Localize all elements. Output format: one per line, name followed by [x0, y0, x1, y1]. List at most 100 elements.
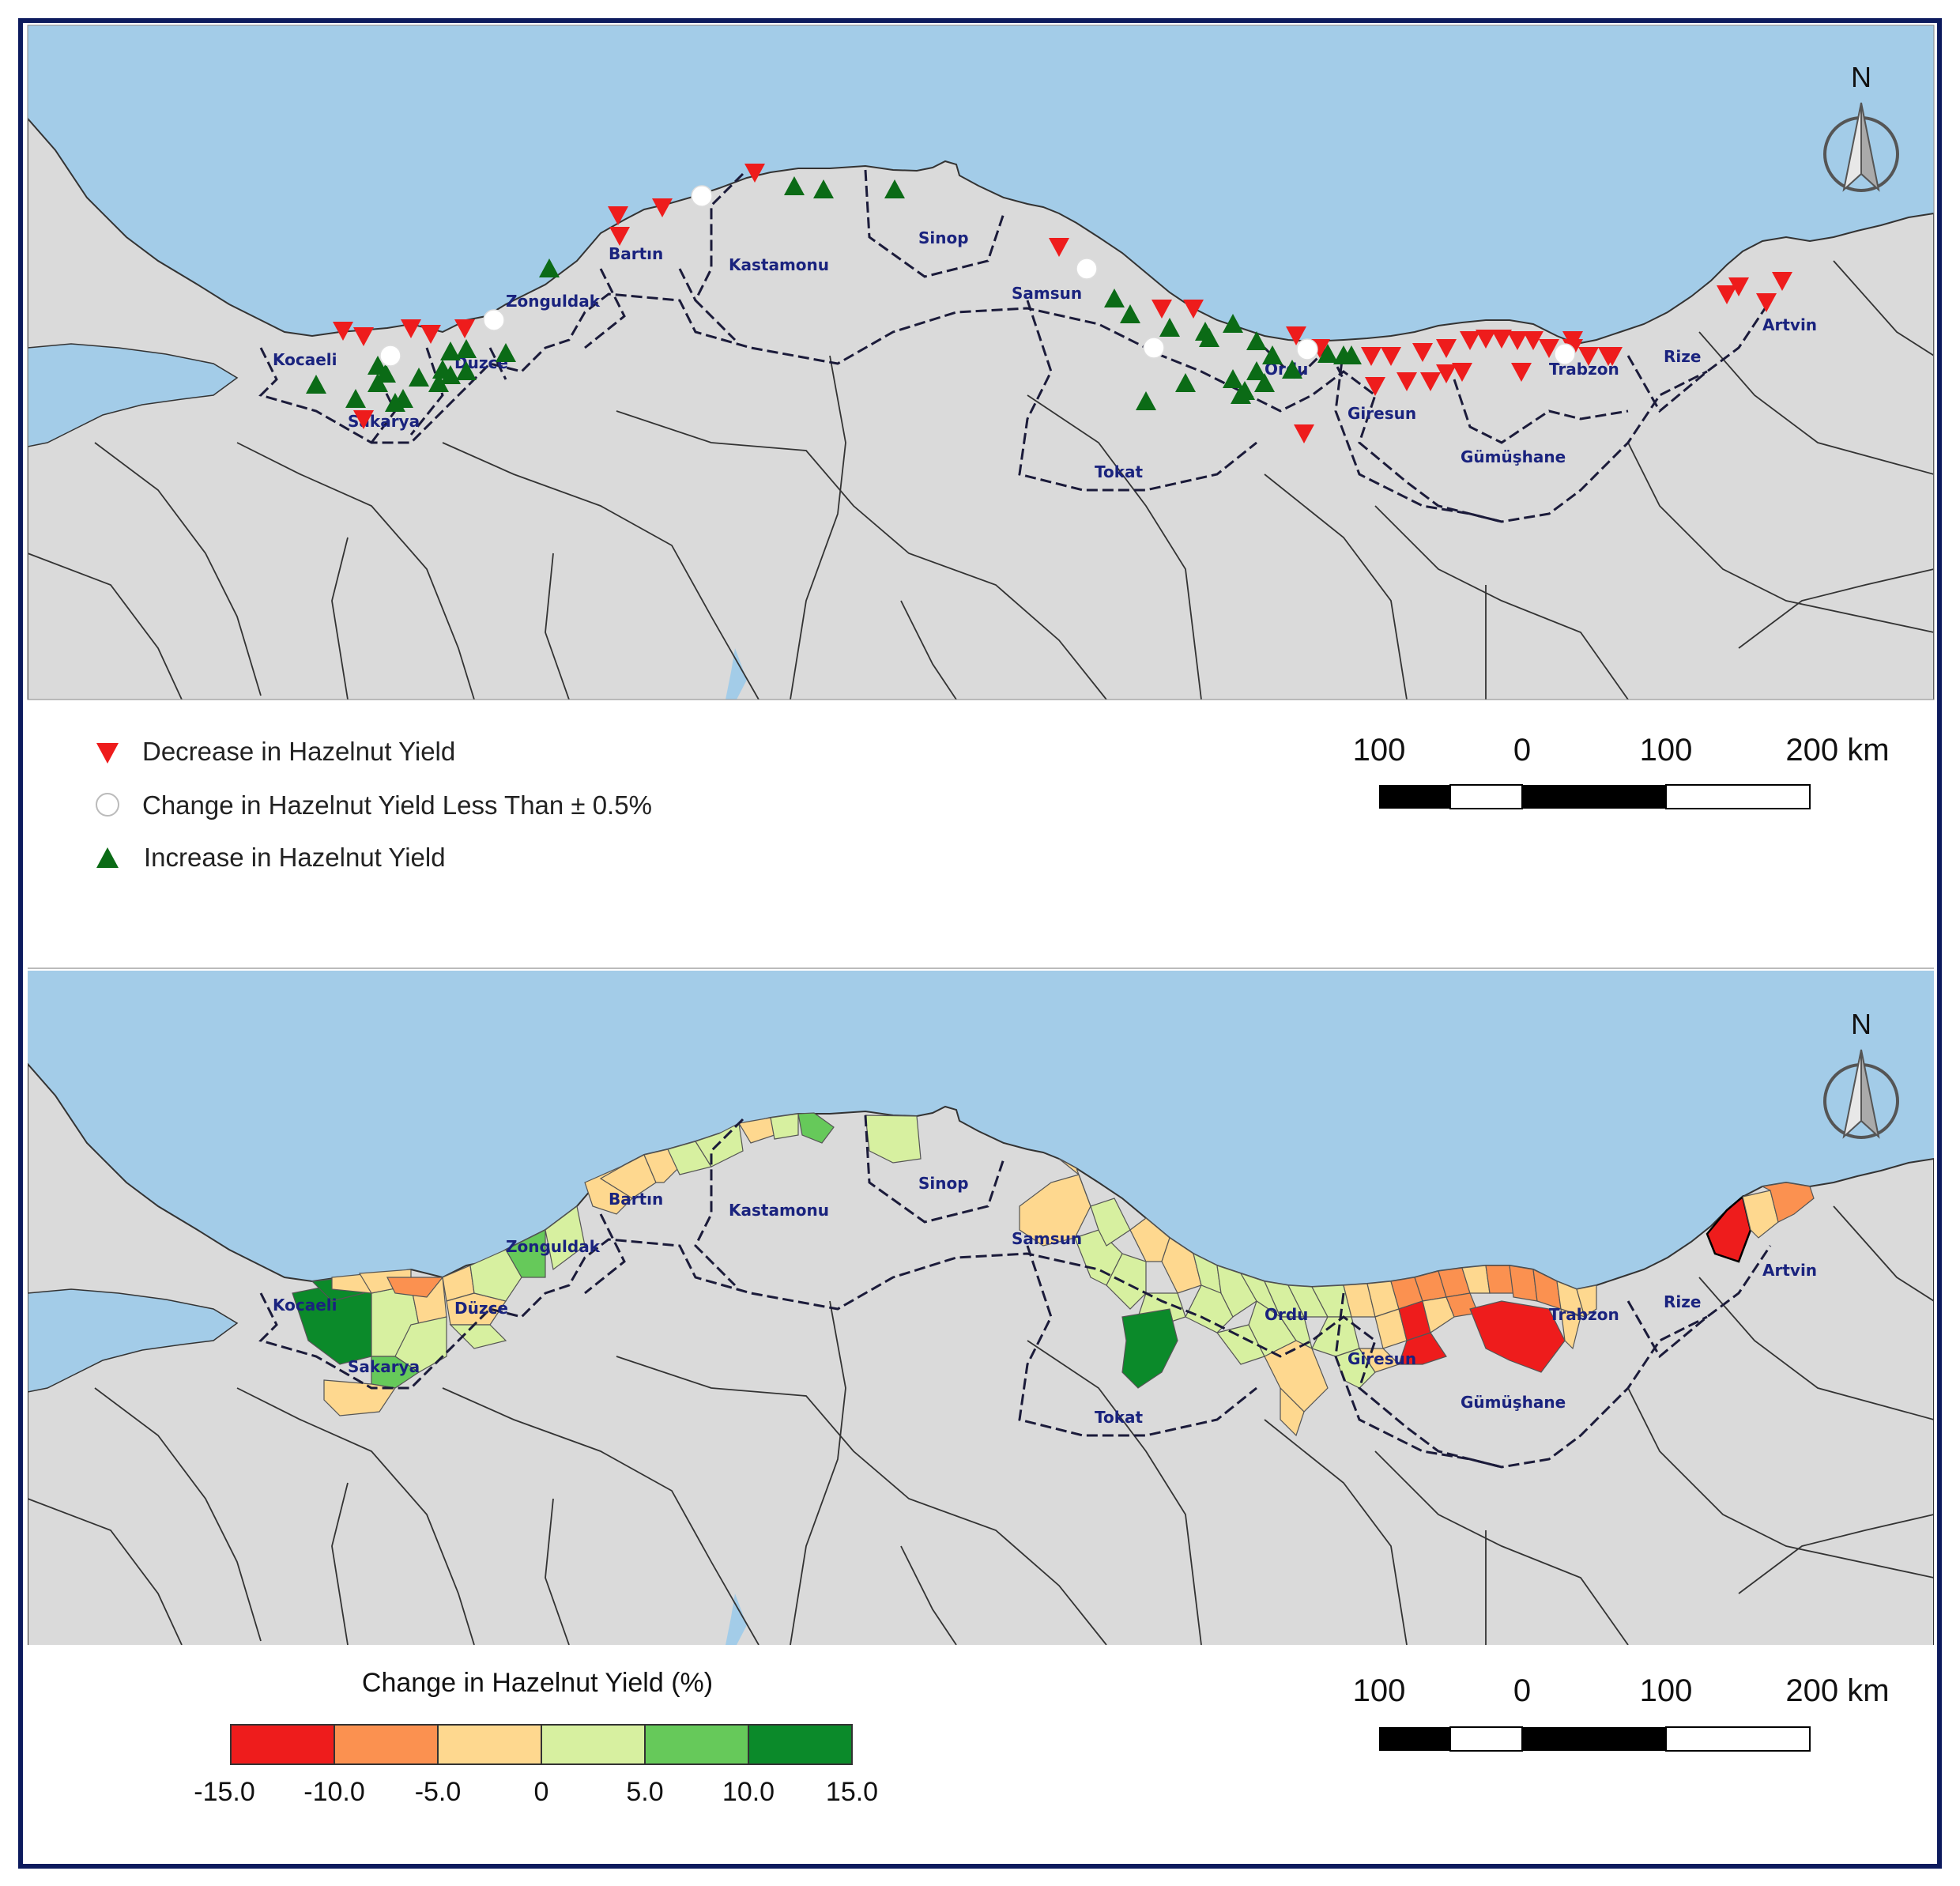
label-giresun: Giresun: [1348, 1349, 1416, 1368]
scale-label-0: 0: [1513, 733, 1531, 768]
label-zonguldak: Zonguldak: [506, 1237, 601, 1256]
colorbar-ticks: -15.0 -10.0 -5.0 0 5.0 10.0 15.0: [194, 1777, 878, 1807]
decrease-marker: [333, 322, 353, 341]
admin-borders: [28, 1205, 1934, 1645]
legend-stable-label: Change in Hazelnut Yield Less Than ± 0.5…: [142, 790, 652, 820]
colorbar-swatch: [541, 1724, 646, 1765]
colorbar-swatch: [334, 1724, 439, 1765]
decrease-marker: [1436, 364, 1457, 383]
label-bartin: Bartın: [609, 1190, 663, 1209]
decrease-marker: [1756, 293, 1777, 312]
decrease-marker: [1436, 339, 1457, 358]
decrease-marker: [1539, 339, 1559, 358]
colorbar-tick-label: 5.0: [626, 1777, 663, 1807]
north-arrow-icon: N: [1823, 1008, 1899, 1139]
lake: [726, 648, 747, 700]
increase-marker: [1223, 314, 1243, 333]
decrease-marker: [1460, 331, 1480, 350]
admin-borders: [28, 260, 1934, 700]
decrease-marker: [1452, 363, 1472, 382]
label-tokat: Tokat: [1095, 462, 1144, 481]
increase-marker: [1246, 331, 1267, 350]
colorbar-title: Change in Hazelnut Yield (%): [362, 1668, 713, 1698]
decrease-marker: [1772, 272, 1792, 291]
increase-marker: [1282, 360, 1302, 379]
decrease-marker: [1476, 330, 1496, 349]
decrease-marker: [1507, 331, 1528, 350]
province-labels: Kocaeli Sakarya Düzce Zonguldak Bartın K…: [273, 1174, 1817, 1427]
colorbar-tick-label: 15.0: [826, 1777, 878, 1807]
decrease-marker: [1578, 347, 1599, 366]
decrease-marker: [1294, 424, 1314, 443]
increase-marker: [1199, 328, 1219, 347]
scale-bar-bottom: 100 0 100 200 km: [1353, 1673, 1890, 1752]
increase-marker: [345, 389, 366, 408]
label-sakarya: Sakarya: [348, 1357, 420, 1376]
yield-markers: [306, 164, 1792, 443]
decrease-marker: [1598, 347, 1619, 366]
increase-marker: [813, 179, 834, 198]
increase-marker: [1120, 304, 1140, 323]
label-artvin: Artvin: [1762, 315, 1817, 334]
legend-increase-label: Increase in Hazelnut Yield: [144, 843, 446, 872]
decrease-marker: [1491, 330, 1512, 349]
decrease-marker: [1523, 331, 1544, 350]
increase-marker: [1136, 391, 1156, 410]
increase-marker: [884, 179, 905, 198]
label-giresun: Giresun: [1348, 404, 1416, 423]
scale-label-200km: 200 km: [1785, 733, 1889, 768]
decrease-marker: [353, 327, 374, 346]
decrease-marker: [1396, 372, 1417, 391]
decrease-marker: [454, 319, 475, 338]
marmara-sea: [28, 1288, 239, 1393]
label-kastamonu: Kastamonu: [729, 255, 829, 274]
top-map-border: [27, 25, 1935, 700]
decrease-marker: [1365, 377, 1385, 396]
decrease-marker: [608, 206, 628, 225]
north-label: N: [1851, 61, 1871, 93]
label-artvin: Artvin: [1762, 1261, 1817, 1280]
increase-marker: [1104, 289, 1125, 307]
colorbar-legend: Change in Hazelnut Yield (%) -15.0 -10.0-…: [194, 1668, 878, 1807]
decrease-marker: [1511, 363, 1532, 382]
stable-marker: [1143, 337, 1165, 359]
increase-marker: [539, 258, 560, 277]
increase-marker: [375, 364, 396, 383]
colorbar-swatches: [230, 1724, 853, 1765]
increase-marker: [1175, 373, 1196, 392]
colorbar-tick-label: 0: [534, 1777, 549, 1807]
decrease-marker: [1361, 347, 1381, 366]
increase-marker: [1246, 361, 1267, 380]
colorbar-tick-label: -15.0: [194, 1777, 255, 1807]
label-kocaeli: Kocaeli: [273, 350, 337, 369]
increase-marker: [1159, 318, 1180, 337]
stable-marker: [691, 185, 713, 207]
label-samsun: Samsun: [1012, 284, 1082, 303]
label-kocaeli: Kocaeli: [273, 1296, 337, 1315]
decrease-marker: [353, 410, 374, 429]
colorbar-swatch: [230, 1724, 335, 1765]
label-trabzon: Trabzon: [1549, 1305, 1619, 1324]
label-sinop: Sinop: [918, 1174, 969, 1193]
province-borders: [258, 1115, 1772, 1469]
label-bartin: Bartın: [609, 244, 663, 263]
increase-marker: [1223, 369, 1243, 388]
scale-label-200km: 200 km: [1785, 1673, 1889, 1708]
lake: [726, 1594, 747, 1645]
decrease-marker: [744, 164, 765, 183]
decrease-marker: [401, 319, 421, 338]
increase-marker: [1317, 344, 1338, 363]
legend-decrease-label: Decrease in Hazelnut Yield: [142, 737, 455, 766]
scale-label-100-left: 100: [1353, 1673, 1406, 1708]
stable-marker: [1076, 258, 1098, 280]
decrease-marker: [1420, 372, 1441, 391]
colorbar-swatch: [437, 1724, 542, 1765]
colorbar-swatch: [748, 1724, 853, 1765]
increase-marker: [1234, 381, 1255, 400]
increase-marker: [385, 393, 405, 412]
decrease-marker: [1728, 277, 1749, 296]
marmara-sea: [28, 343, 239, 447]
scale-label-0: 0: [1513, 1673, 1531, 1708]
stable-marker: [379, 345, 401, 367]
decrease-marker: [1717, 285, 1737, 304]
